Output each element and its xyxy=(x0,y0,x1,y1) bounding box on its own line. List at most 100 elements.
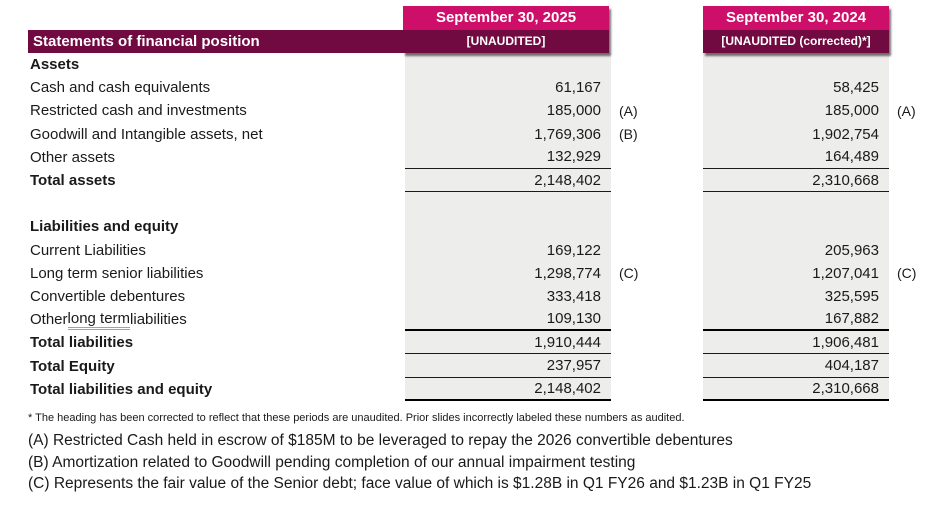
value-2025: 61,167 xyxy=(405,76,611,100)
value-2025: 1,298,774 xyxy=(405,261,611,285)
table-row: Total liabilities and equity 2,148,402 2,3… xyxy=(0,377,936,401)
table-row: Goodwill and Intangible assets, net 1,769… xyxy=(0,122,936,146)
row-label: Total liabilities and equity xyxy=(30,380,213,398)
footnote-ref xyxy=(611,169,703,192)
value-2025 xyxy=(405,215,611,239)
table-row: Restricted cash and investments 185,000 (A… xyxy=(0,99,936,123)
value-2025: 2,148,402 xyxy=(405,168,611,193)
footnote-ref xyxy=(889,378,936,401)
row-label: Long term senior liabilities xyxy=(30,264,204,282)
value-2024: 205,963 xyxy=(703,238,889,262)
table-row: Convertible debentures 333,418 325,595 xyxy=(0,284,936,309)
table-row: Liabilities and equity xyxy=(0,215,936,239)
footnote-ref xyxy=(611,331,703,354)
footnote-ref xyxy=(611,308,703,331)
table-row: Total Equity 237,957 404,187 xyxy=(0,354,936,378)
row-label: Total Equity xyxy=(30,357,115,375)
footnote-c: (C) Represents the fair value of the Sen… xyxy=(28,475,812,492)
footnote-ref xyxy=(889,169,936,192)
value-2024: 325,595 xyxy=(703,284,889,309)
value-2024: 1,902,754 xyxy=(703,122,889,146)
page-title: Statements of financial position xyxy=(33,33,260,50)
value-2025 xyxy=(405,53,611,77)
value-2024: 164,489 xyxy=(703,145,889,169)
column-date-2024: September 30, 2024 xyxy=(703,6,889,30)
footnote-ref xyxy=(611,53,703,76)
footnote-ref xyxy=(889,123,936,146)
value-2024: 167,882 xyxy=(703,308,889,332)
row-label: Goodwill and Intangible assets, net xyxy=(30,125,263,143)
footnotes-block: * The heading has been corrected to refl… xyxy=(28,412,918,495)
table-spacer-row xyxy=(0,192,936,216)
table-row: Current Liabilities 169,122 205,963 xyxy=(0,238,936,262)
footnote-ref: (B) xyxy=(619,126,638,143)
value-2024: 1,906,481 xyxy=(703,331,889,355)
financial-table: Assets Cash and cash equivalents 61,167 58,… xyxy=(0,53,936,401)
footnote-ref xyxy=(889,308,936,331)
value-2024 xyxy=(703,215,889,239)
row-label: Other long term liabilities xyxy=(30,309,187,330)
footnote-ref xyxy=(889,76,936,99)
table-row: Other long term liabilities 109,130 167,88… xyxy=(0,308,936,332)
footnote-ref xyxy=(889,285,936,308)
table-row: Assets xyxy=(0,53,936,77)
value-2024: 2,310,668 xyxy=(703,377,889,401)
footnote-ref xyxy=(889,354,936,377)
footnote-ref xyxy=(889,53,936,76)
table-row: Total liabilities 1,910,444 1,906,481 xyxy=(0,331,936,355)
value-2025: 2,148,402 xyxy=(405,377,611,401)
value-2025: 132,929 xyxy=(405,145,611,169)
row-label: Current Liabilities xyxy=(30,241,146,259)
row-label xyxy=(0,192,405,215)
footnote-correction: * The heading has been corrected to refl… xyxy=(28,412,685,424)
table-row: Cash and cash equivalents 61,167 58,425 xyxy=(0,76,936,100)
footnote-ref: (A) xyxy=(619,102,638,119)
grammar-check-underline: long term xyxy=(67,310,131,330)
footnote-ref xyxy=(889,239,936,262)
footnote-ref xyxy=(611,354,703,377)
row-label: Other assets xyxy=(30,148,116,166)
footnote-ref xyxy=(611,215,703,238)
footnote-ref: (C) xyxy=(619,265,639,282)
value-2024: 1,207,041 xyxy=(703,261,889,285)
value-2024: 58,425 xyxy=(703,76,889,100)
value-2025: 185,000 xyxy=(405,99,611,123)
footnote-ref: (A) xyxy=(897,102,916,119)
row-label: Liabilities and equity xyxy=(30,218,179,236)
column-status-2024: [UNAUDITED (corrected)*] xyxy=(703,30,889,53)
column-date-2025: September 30, 2025 xyxy=(403,6,609,30)
footnote-ref xyxy=(611,285,703,308)
footnote-b: (B) Amortization related to Goodwill pen… xyxy=(28,453,636,471)
value-2025 xyxy=(405,192,611,216)
table-row: Long term senior liabilities 1,298,774 (C)… xyxy=(0,261,936,285)
value-2024: 185,000 xyxy=(703,99,889,123)
footnote-ref xyxy=(889,215,936,238)
footnote-ref xyxy=(889,192,936,215)
row-label: Total liabilities xyxy=(30,334,134,352)
value-2024 xyxy=(703,53,889,77)
row-label: Restricted cash and investments xyxy=(30,102,247,120)
value-2025: 169,122 xyxy=(405,238,611,262)
footnote-ref: (C) xyxy=(897,265,917,282)
row-label: Total assets xyxy=(30,172,116,190)
column-header-2025: September 30, 2025 [UNAUDITED] xyxy=(403,6,609,53)
footnote-a: (A) Restricted Cash held in escrow of $1… xyxy=(28,432,733,449)
value-2025: 1,769,306 xyxy=(405,122,611,146)
table-row: Other assets 132,929 164,489 xyxy=(0,145,936,169)
row-label: Convertible debentures xyxy=(30,287,186,305)
column-header-2024: September 30, 2024 [UNAUDITED (corrected… xyxy=(703,6,889,53)
footnote-ref xyxy=(611,146,703,169)
table-row: Total assets 2,148,402 2,310,668 xyxy=(0,168,936,193)
footnote-ref xyxy=(611,76,703,99)
footnote-ref xyxy=(611,378,703,401)
value-2025: 109,130 xyxy=(405,308,611,332)
row-label: Cash and cash equivalents xyxy=(30,79,211,97)
value-2025: 1,910,444 xyxy=(405,331,611,355)
value-2024: 2,310,668 xyxy=(703,168,889,193)
row-label: Assets xyxy=(30,56,80,74)
footnote-ref xyxy=(889,331,936,354)
footnote-ref xyxy=(611,239,703,262)
value-2025: 333,418 xyxy=(405,284,611,309)
value-2024: 404,187 xyxy=(703,354,889,378)
